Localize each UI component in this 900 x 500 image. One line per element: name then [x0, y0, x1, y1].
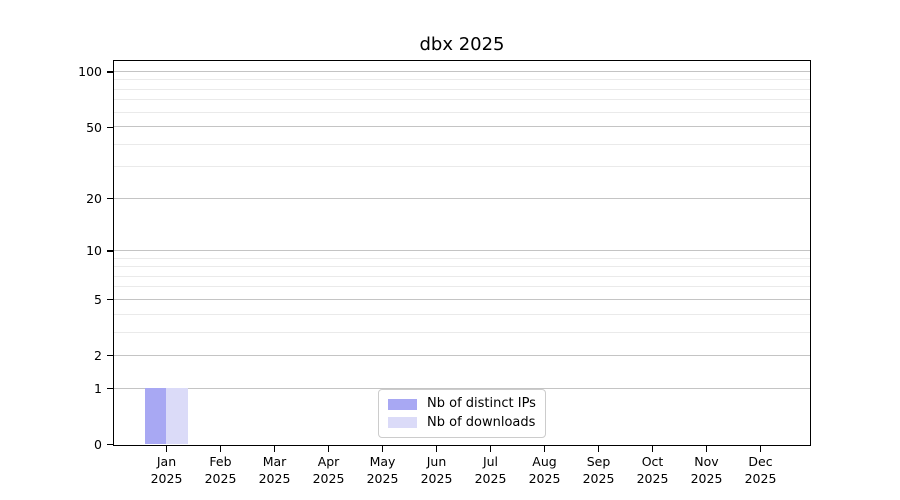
x-tick-label: Feb 2025 [204, 454, 237, 486]
y-gridline-minor [114, 286, 810, 288]
x-tick-label: Nov 2025 [690, 454, 723, 486]
y-tick-label: 20 [86, 191, 102, 207]
x-tick [273, 446, 276, 452]
legend-item: Nb of distinct IPs [388, 396, 536, 412]
y-tick [106, 355, 113, 357]
x-tick [381, 446, 384, 452]
y-gridline-major [114, 126, 810, 128]
y-tick-label: 100 [78, 64, 102, 80]
y-gridline-major [114, 249, 810, 251]
legend-swatch [388, 398, 417, 410]
x-tick [597, 446, 600, 452]
y-tick [106, 443, 113, 446]
bar-downloads [166, 388, 188, 444]
y-tick-label: 10 [86, 243, 102, 259]
y-tick [106, 198, 113, 200]
x-tick [435, 446, 438, 452]
y-gridline-major [114, 70, 810, 72]
y-tick-label: 0 [94, 437, 102, 452]
y-gridline-minor [114, 331, 810, 333]
y-tick-label: 5 [94, 292, 102, 308]
x-tick [705, 446, 708, 452]
x-tick [759, 446, 762, 452]
y-gridline-minor [114, 79, 810, 81]
y-gridline-minor [114, 266, 810, 268]
y-tick-label: 2 [94, 348, 102, 364]
y-gridline-minor [114, 88, 810, 90]
bar-distinct-ips [144, 388, 166, 444]
x-tick [543, 446, 546, 452]
y-gridline-minor [114, 313, 810, 315]
legend-item: Nb of downloads [388, 415, 536, 431]
x-tick-label: Oct 2025 [636, 454, 669, 486]
x-tick [651, 446, 654, 452]
x-tick-label: Jan 2025 [150, 454, 183, 486]
x-tick [327, 446, 330, 452]
x-tick-label: Sep 2025 [582, 454, 615, 486]
y-gridline-minor [114, 166, 810, 168]
y-tick [106, 126, 113, 128]
y-gridline-major [114, 197, 810, 199]
legend-label: Nb of downloads [427, 414, 536, 430]
y-gridline-minor [114, 257, 810, 259]
y-gridline-minor [114, 143, 810, 145]
y-tick-label: 1 [94, 381, 102, 397]
y-tick [106, 71, 113, 73]
y-gridline-minor [114, 99, 810, 101]
legend-swatch [388, 417, 417, 429]
y-gridline-major [114, 298, 810, 300]
y-gridline-major [114, 354, 810, 356]
y-tick [106, 299, 113, 301]
x-tick-label: Aug 2025 [528, 454, 561, 486]
x-tick-label: Jun 2025 [420, 454, 453, 486]
y-tick-label: 50 [86, 119, 102, 135]
x-tick-label: Dec 2025 [744, 454, 777, 486]
y-tick [106, 387, 113, 390]
x-tick [489, 446, 492, 452]
y-gridline-major [114, 387, 810, 389]
chart-title: dbx 2025 [419, 34, 505, 55]
x-tick-label: May 2025 [366, 454, 399, 486]
x-tick-label: Mar 2025 [258, 454, 291, 486]
y-tick [106, 250, 113, 252]
legend-label: Nb of distinct IPs [427, 396, 536, 412]
x-tick-label: Apr 2025 [312, 454, 345, 486]
x-tick [219, 446, 222, 452]
y-gridline-minor [114, 111, 810, 113]
x-tick-label: Jul 2025 [474, 454, 507, 486]
y-gridline-minor [114, 275, 810, 277]
x-tick [165, 446, 168, 452]
legend: Nb of distinct IPs Nb of downloads [378, 389, 546, 438]
plot-area [113, 60, 811, 446]
